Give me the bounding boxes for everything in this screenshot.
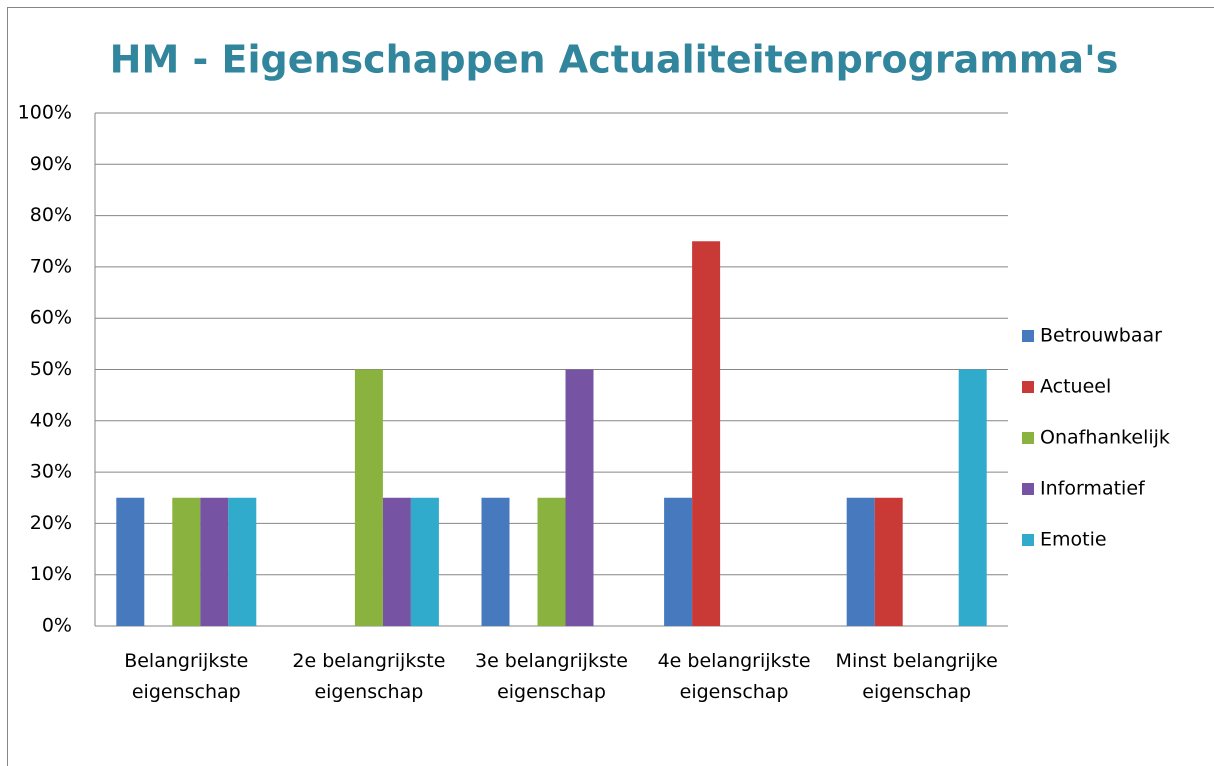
legend-label: Actueel — [1040, 376, 1111, 398]
bar — [354, 369, 383, 626]
bar — [382, 497, 411, 626]
bar — [846, 497, 875, 626]
x-tick-label: 3e belangrijkste eigenschap — [474, 650, 628, 703]
chart-border — [7, 7, 1214, 766]
legend-swatch — [1022, 330, 1034, 342]
legend-swatch — [1022, 483, 1034, 495]
y-tick-label: 0% — [42, 615, 72, 637]
y-tick-label: 90% — [30, 153, 72, 175]
bar — [116, 497, 145, 626]
y-tick-label: 40% — [30, 409, 72, 431]
legend-label: Informatief — [1040, 478, 1146, 500]
bar — [200, 497, 229, 626]
y-tick-label: 70% — [30, 255, 72, 277]
bar — [228, 497, 257, 626]
x-tick-label: 4e belangrijkste eigenschap — [657, 650, 811, 703]
legend-label: Emotie — [1040, 529, 1107, 551]
legend-swatch — [1022, 432, 1034, 444]
legend-swatch — [1022, 381, 1034, 393]
bar — [664, 497, 693, 626]
x-tick-label: 2e belangrijkste eigenschap — [292, 650, 446, 703]
y-tick-label: 60% — [30, 307, 72, 329]
bar — [410, 497, 439, 626]
bar — [692, 241, 721, 626]
bar — [172, 497, 201, 626]
y-tick-label: 80% — [30, 204, 72, 226]
legend-label: Onafhankelijk — [1040, 427, 1170, 449]
y-tick-label: 30% — [30, 461, 72, 483]
bar — [537, 497, 566, 626]
x-tick-label: Minst belangrijke eigenschap — [835, 650, 998, 703]
bar — [874, 497, 903, 626]
legend-swatch — [1022, 534, 1034, 546]
legend-label: Betrouwbaar — [1040, 325, 1162, 347]
y-tick-label: 20% — [30, 512, 72, 534]
y-tick-label: 50% — [30, 358, 72, 380]
chart-title: HM - Eigenschappen Actualiteitenprogramm… — [110, 38, 1119, 82]
bar — [958, 369, 987, 626]
y-tick-label: 10% — [30, 563, 72, 585]
x-tick-label: Belangrijkste eigenschap — [124, 650, 249, 703]
bar — [481, 497, 510, 626]
bar — [565, 369, 594, 626]
y-tick-label: 100% — [18, 102, 72, 124]
